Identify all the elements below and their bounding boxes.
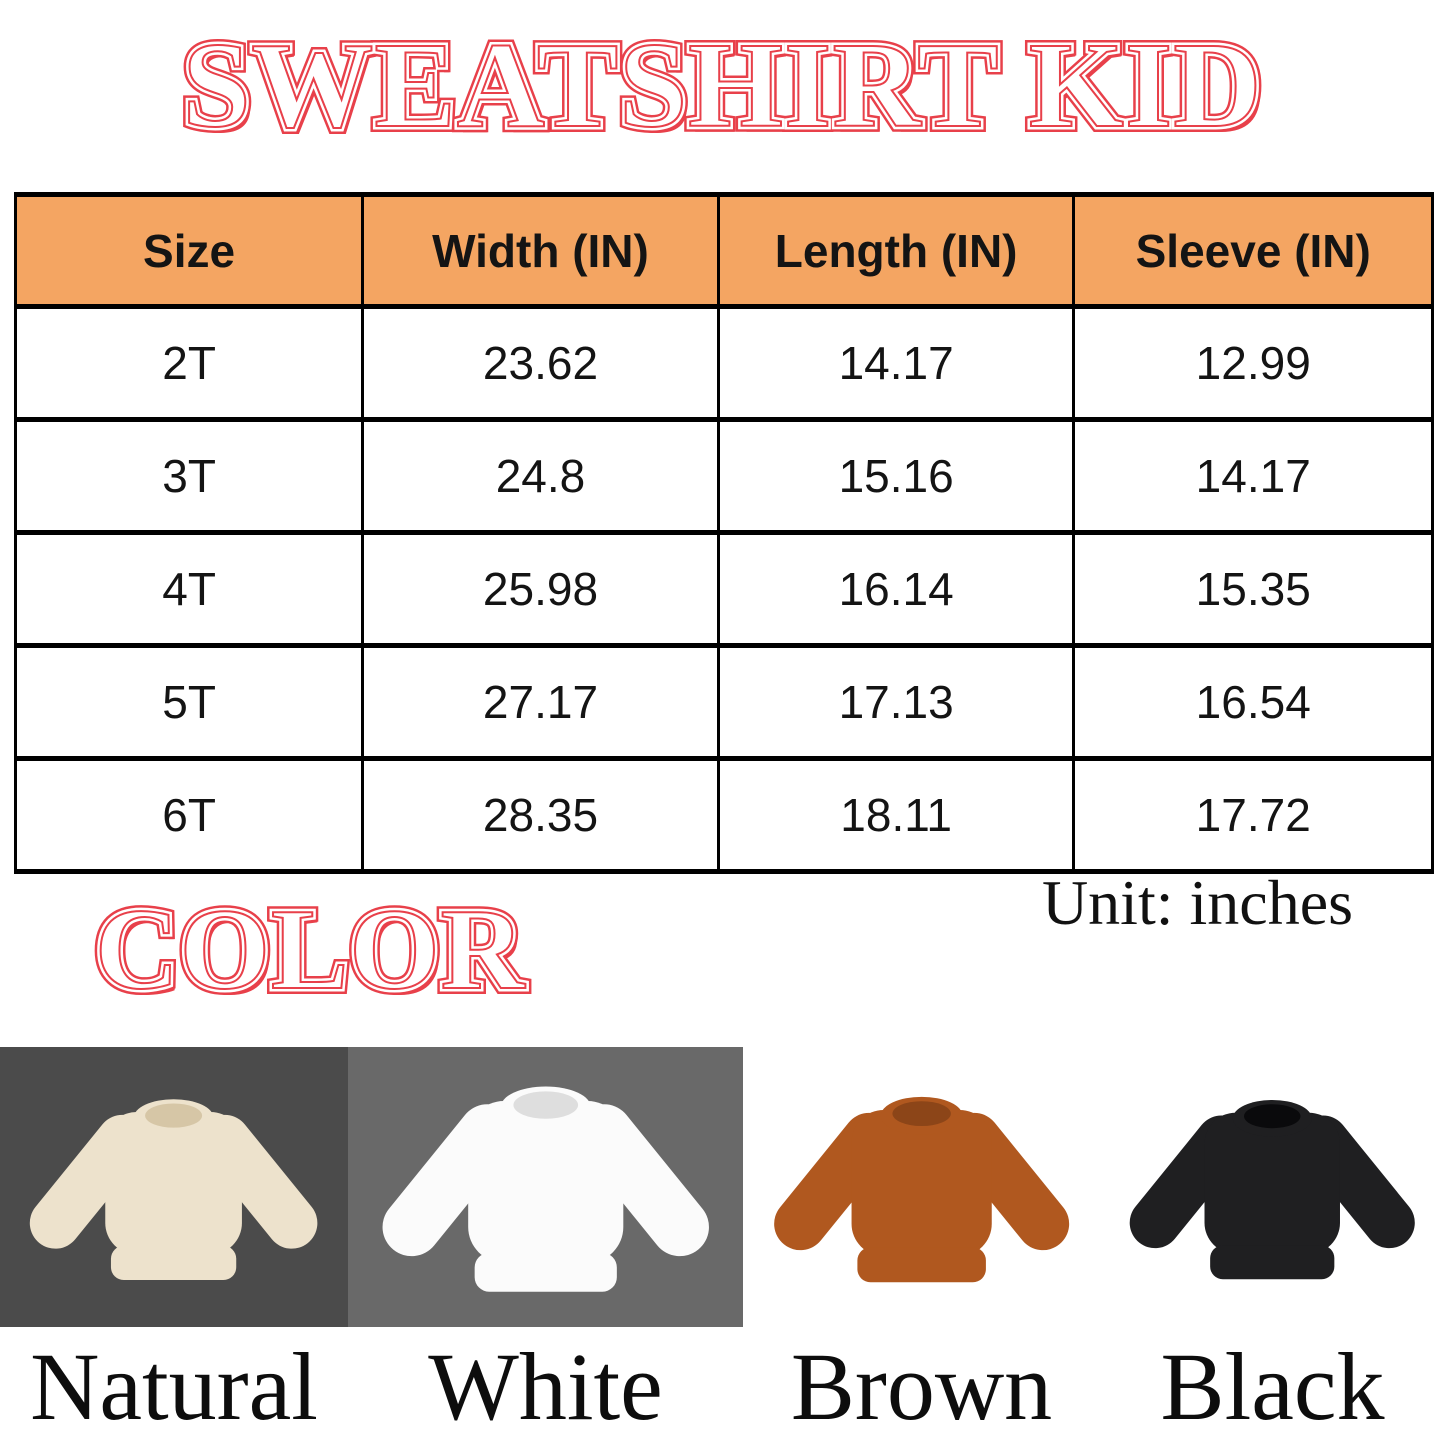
sleeve-cell: 15.35 — [1072, 530, 1434, 648]
collar-detail — [892, 1100, 951, 1126]
width-cell: 28.35 — [361, 756, 720, 874]
length-cell: 14.17 — [716, 304, 1076, 422]
color-label-white: White — [428, 1332, 663, 1440]
product-photo-natural — [0, 1047, 348, 1327]
sleeve-cell: 16.54 — [1072, 643, 1434, 761]
product-photo-brown — [743, 1047, 1100, 1327]
table-header-row: Size Width (IN) Length (IN) Sleeve (IN) — [13, 192, 1434, 309]
column-header-size: Size — [13, 192, 365, 309]
page-title-inline: SWEATSHIRT KID — [179, 16, 1265, 154]
color-option-natural: Natural — [0, 1047, 348, 1445]
table-row: 6T 28.35 18.11 17.72 — [13, 756, 1434, 874]
length-cell: 16.14 — [716, 530, 1076, 648]
sweatshirt-illustration — [382, 1086, 709, 1293]
sweatshirt-illustration — [30, 1098, 318, 1280]
size-cell: 6T — [13, 756, 365, 874]
size-cell: 2T — [13, 304, 365, 422]
size-cell: 4T — [13, 530, 365, 648]
width-cell: 25.98 — [361, 530, 720, 648]
table-row: 5T 27.17 17.13 16.54 — [13, 643, 1434, 761]
sleeve-cell: 14.17 — [1072, 417, 1434, 535]
page-title-text: SWEATSHIRT KID — [182, 18, 1263, 153]
page-title: SWEATSHIRT KID SWEATSHIRT KID SWEATSHIRT… — [0, 14, 1445, 157]
length-cell: 15.16 — [716, 417, 1076, 535]
color-label-brown: Brown — [790, 1332, 1053, 1440]
color-label-natural: Natural — [30, 1332, 318, 1440]
sweatshirt-illustration — [773, 1096, 1069, 1282]
color-option-brown: Brown — [743, 1047, 1100, 1445]
page-title-outline: SWEATSHIRT KID — [177, 14, 1268, 157]
width-cell: 23.62 — [361, 304, 720, 422]
sleeve-cell: 17.72 — [1072, 756, 1434, 874]
color-heading-outline: COLOR — [89, 881, 530, 1019]
sweatshirt-illustration — [1129, 1099, 1416, 1279]
unit-note: Unit: inches — [1041, 867, 1353, 938]
color-label-black: Black — [1160, 1332, 1385, 1440]
product-photo-black — [1100, 1047, 1445, 1327]
table-row: 2T 23.62 14.17 12.99 — [13, 304, 1434, 422]
color-swatches: Natural White — [0, 1047, 1445, 1445]
column-header-sleeve: Sleeve (IN) — [1072, 192, 1434, 309]
column-header-width: Width (IN) — [361, 192, 720, 309]
table-row: 3T 24.8 15.16 14.17 — [13, 417, 1434, 535]
size-cell: 5T — [13, 643, 365, 761]
width-cell: 24.8 — [361, 417, 720, 535]
table-row: 4T 25.98 16.14 15.35 — [13, 530, 1434, 648]
sleeve-cell: 12.99 — [1072, 304, 1434, 422]
size-cell: 3T — [13, 417, 365, 535]
length-cell: 18.11 — [716, 756, 1076, 874]
color-heading: COLOR COLOR COLOR — [89, 881, 530, 1019]
length-cell: 17.13 — [716, 643, 1076, 761]
color-option-black: Black — [1100, 1047, 1445, 1445]
collar-detail — [513, 1091, 578, 1120]
color-option-white: White — [348, 1047, 743, 1445]
column-header-length: Length (IN) — [716, 192, 1076, 309]
collar-detail — [1244, 1103, 1301, 1128]
color-heading-text: COLOR — [94, 886, 526, 1014]
width-cell: 27.17 — [361, 643, 720, 761]
size-chart-table: Size Width (IN) Length (IN) Sleeve (IN) … — [13, 192, 1434, 874]
color-heading-inline: COLOR — [91, 884, 527, 1017]
collar-detail — [145, 1103, 203, 1128]
product-photo-white — [348, 1047, 743, 1327]
